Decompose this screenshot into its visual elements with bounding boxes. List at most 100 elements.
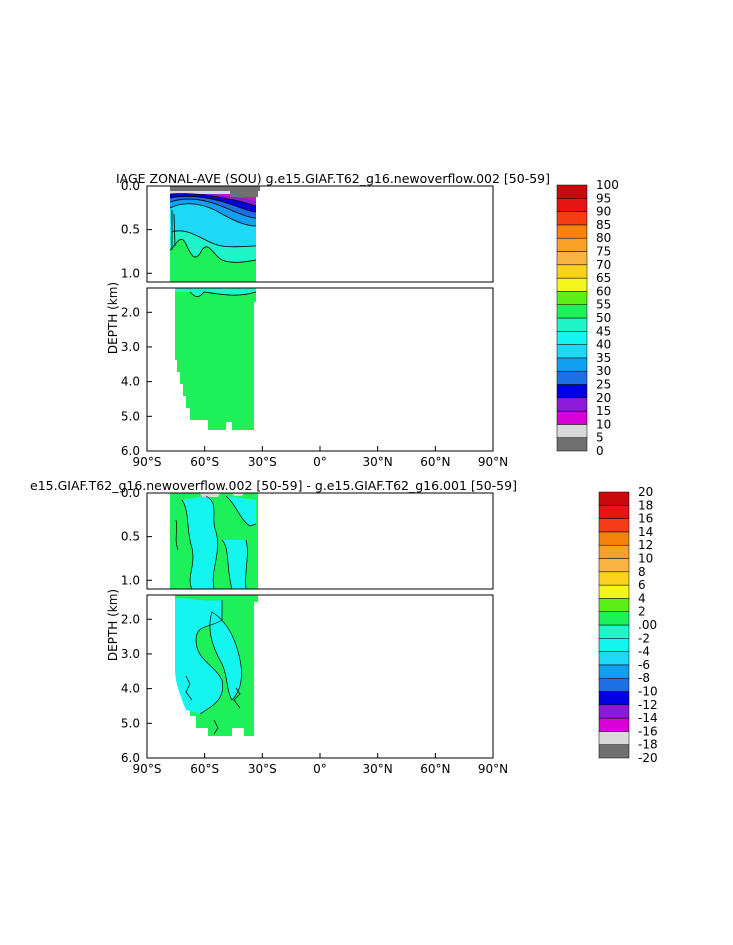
colorbar-label: 25 (596, 378, 611, 392)
colorbar-swatch (556, 277, 588, 292)
colorbar-label: 55 (596, 298, 611, 312)
colorbar-label: 40 (596, 338, 611, 352)
colorbar-label: 75 (596, 245, 611, 259)
colorbar-label: -2 (638, 631, 650, 645)
colorbar-swatch (598, 598, 630, 612)
chart-1-title: IAGE ZONAL-AVE (SOU) g.e15.GIAF.T62_g16.… (116, 171, 550, 186)
colorbar-label: 4 (638, 591, 646, 605)
colorbar-label: 95 (596, 191, 611, 205)
colorbar-label: 10 (596, 417, 611, 431)
y-tick-label: 6.0 (121, 444, 140, 458)
colorbar-label: 100 (596, 178, 619, 192)
colorbar-swatch (598, 704, 630, 719)
colorbar-label: 85 (596, 218, 611, 232)
chart-1-upper-field (169, 186, 260, 282)
chart-2-axes: 90°S 60°S 30°S 0° 30°N 60°N 90°N 0.0 0.5 1.0 2.0 3.… (121, 486, 508, 776)
colorbar-swatch (556, 424, 588, 438)
colorbar-swatch (598, 505, 630, 519)
y-tick-label: 6.0 (121, 751, 140, 765)
colorbar-swatch (556, 211, 588, 226)
y-tick-label: 0.5 (121, 223, 140, 237)
chart-1-axes: 90°S 60°S 30°S 0° 30°N 60°N 90°N 0.0 0.5 1.0 2.0 3.… (121, 179, 508, 469)
colorbar-swatch (598, 624, 630, 639)
colorbar-swatch (556, 251, 588, 266)
colorbar-swatch (556, 410, 588, 425)
chart-1-upper-frame (146, 185, 494, 283)
y-tick-label: 5.0 (121, 716, 140, 730)
colorbar-label: 8 (638, 565, 646, 579)
y-tick-label: 3.0 (121, 340, 140, 354)
colorbar-swatch (556, 184, 588, 199)
chart-1-ylabel: DEPTH (km) (106, 282, 120, 354)
x-tick-label: 30°N (363, 455, 393, 469)
chart-1-lower-field (175, 288, 257, 430)
colorbar-label: 45 (596, 324, 611, 338)
colorbar-swatch (598, 664, 630, 679)
field2-cyan-patch-1 (182, 496, 218, 589)
chart-1-colorbar: 1009590858075706560555045403530252015105… (556, 178, 619, 458)
chart-2-lower-field (175, 595, 258, 736)
x-tick-label: 60°S (190, 762, 219, 776)
colorbar-swatch (556, 237, 588, 252)
field-green-deep (175, 288, 256, 430)
colorbar-label: -6 (638, 658, 650, 672)
colorbar-label: 30 (596, 364, 611, 378)
colorbar-swatch (598, 677, 630, 692)
colorbar-swatch (598, 744, 630, 759)
colorbar-swatch (556, 437, 588, 452)
colorbar-label: 10 (638, 552, 653, 566)
colorbar-swatch (598, 651, 630, 666)
colorbar-label: 5 (596, 431, 604, 445)
field2-cyan-patch-2 (222, 540, 248, 589)
x-tick-label: 60°N (420, 762, 450, 776)
chart-1: IAGE ZONAL-AVE (SOU) g.e15.GIAF.T62_g16.… (106, 171, 619, 469)
colorbar-label: 16 (638, 512, 653, 526)
colorbar-label: 18 (638, 498, 653, 512)
colorbar-label: 6 (638, 578, 646, 592)
field-aqua-deep (175, 288, 256, 297)
chart-2: e15.GIAF.T62_g16.newoverflow.002 [50-59]… (30, 478, 658, 776)
field2-cyan-deep-2 (209, 612, 242, 700)
colorbar-label: 20 (596, 391, 611, 405)
colorbar-swatch (556, 224, 588, 239)
colorbar-label: -18 (638, 738, 658, 752)
contour2-lines-upper (175, 495, 257, 589)
x-tick-label: 90°N (478, 762, 508, 776)
colorbar-swatch (598, 717, 630, 732)
colorbar-swatch (598, 731, 630, 745)
colorbar-swatch (556, 264, 588, 279)
field2-cyan-deep (175, 598, 223, 714)
colorbar-label: 2 (638, 605, 646, 619)
x-tick-label: 90°S (133, 455, 162, 469)
chart-2-upper-frame (146, 492, 494, 590)
y-tick-label: 4.0 (121, 375, 140, 389)
colorbar-swatch (556, 344, 588, 359)
colorbar-swatch (598, 558, 630, 573)
colorbar-swatch (598, 531, 630, 546)
contour2-lines-lower (185, 600, 242, 735)
colorbar-label: 70 (596, 258, 611, 272)
x-tick-label: 90°S (133, 762, 162, 776)
chart-2-colorbar: 2018161412108642.00-2-4-6-8-10-12-14-16-… (598, 485, 658, 765)
colorbar-label: 15 (596, 404, 611, 418)
x-tick-label: 60°S (190, 455, 219, 469)
y-tick-label: 0.0 (121, 486, 140, 500)
colorbar-label: -12 (638, 698, 658, 712)
colorbar-label: -16 (638, 724, 658, 738)
field-gray-dark-right (230, 191, 258, 197)
colorbar-swatch (598, 584, 630, 599)
colorbar-label: 12 (638, 538, 653, 552)
x-tick-label: 30°S (248, 455, 277, 469)
colorbar-label: 14 (638, 525, 653, 539)
colorbar-swatch (598, 491, 630, 506)
y-tick-label: 0.5 (121, 530, 140, 544)
x-tick-label: 0° (313, 762, 327, 776)
x-tick-label: 90°N (478, 455, 508, 469)
colorbar-swatch (556, 370, 588, 385)
x-tick-label: 60°N (420, 455, 450, 469)
colorbar-label: 90 (596, 205, 611, 219)
colorbar-label: 65 (596, 271, 611, 285)
colorbar-swatch (556, 291, 588, 305)
y-tick-label: 4.0 (121, 682, 140, 696)
